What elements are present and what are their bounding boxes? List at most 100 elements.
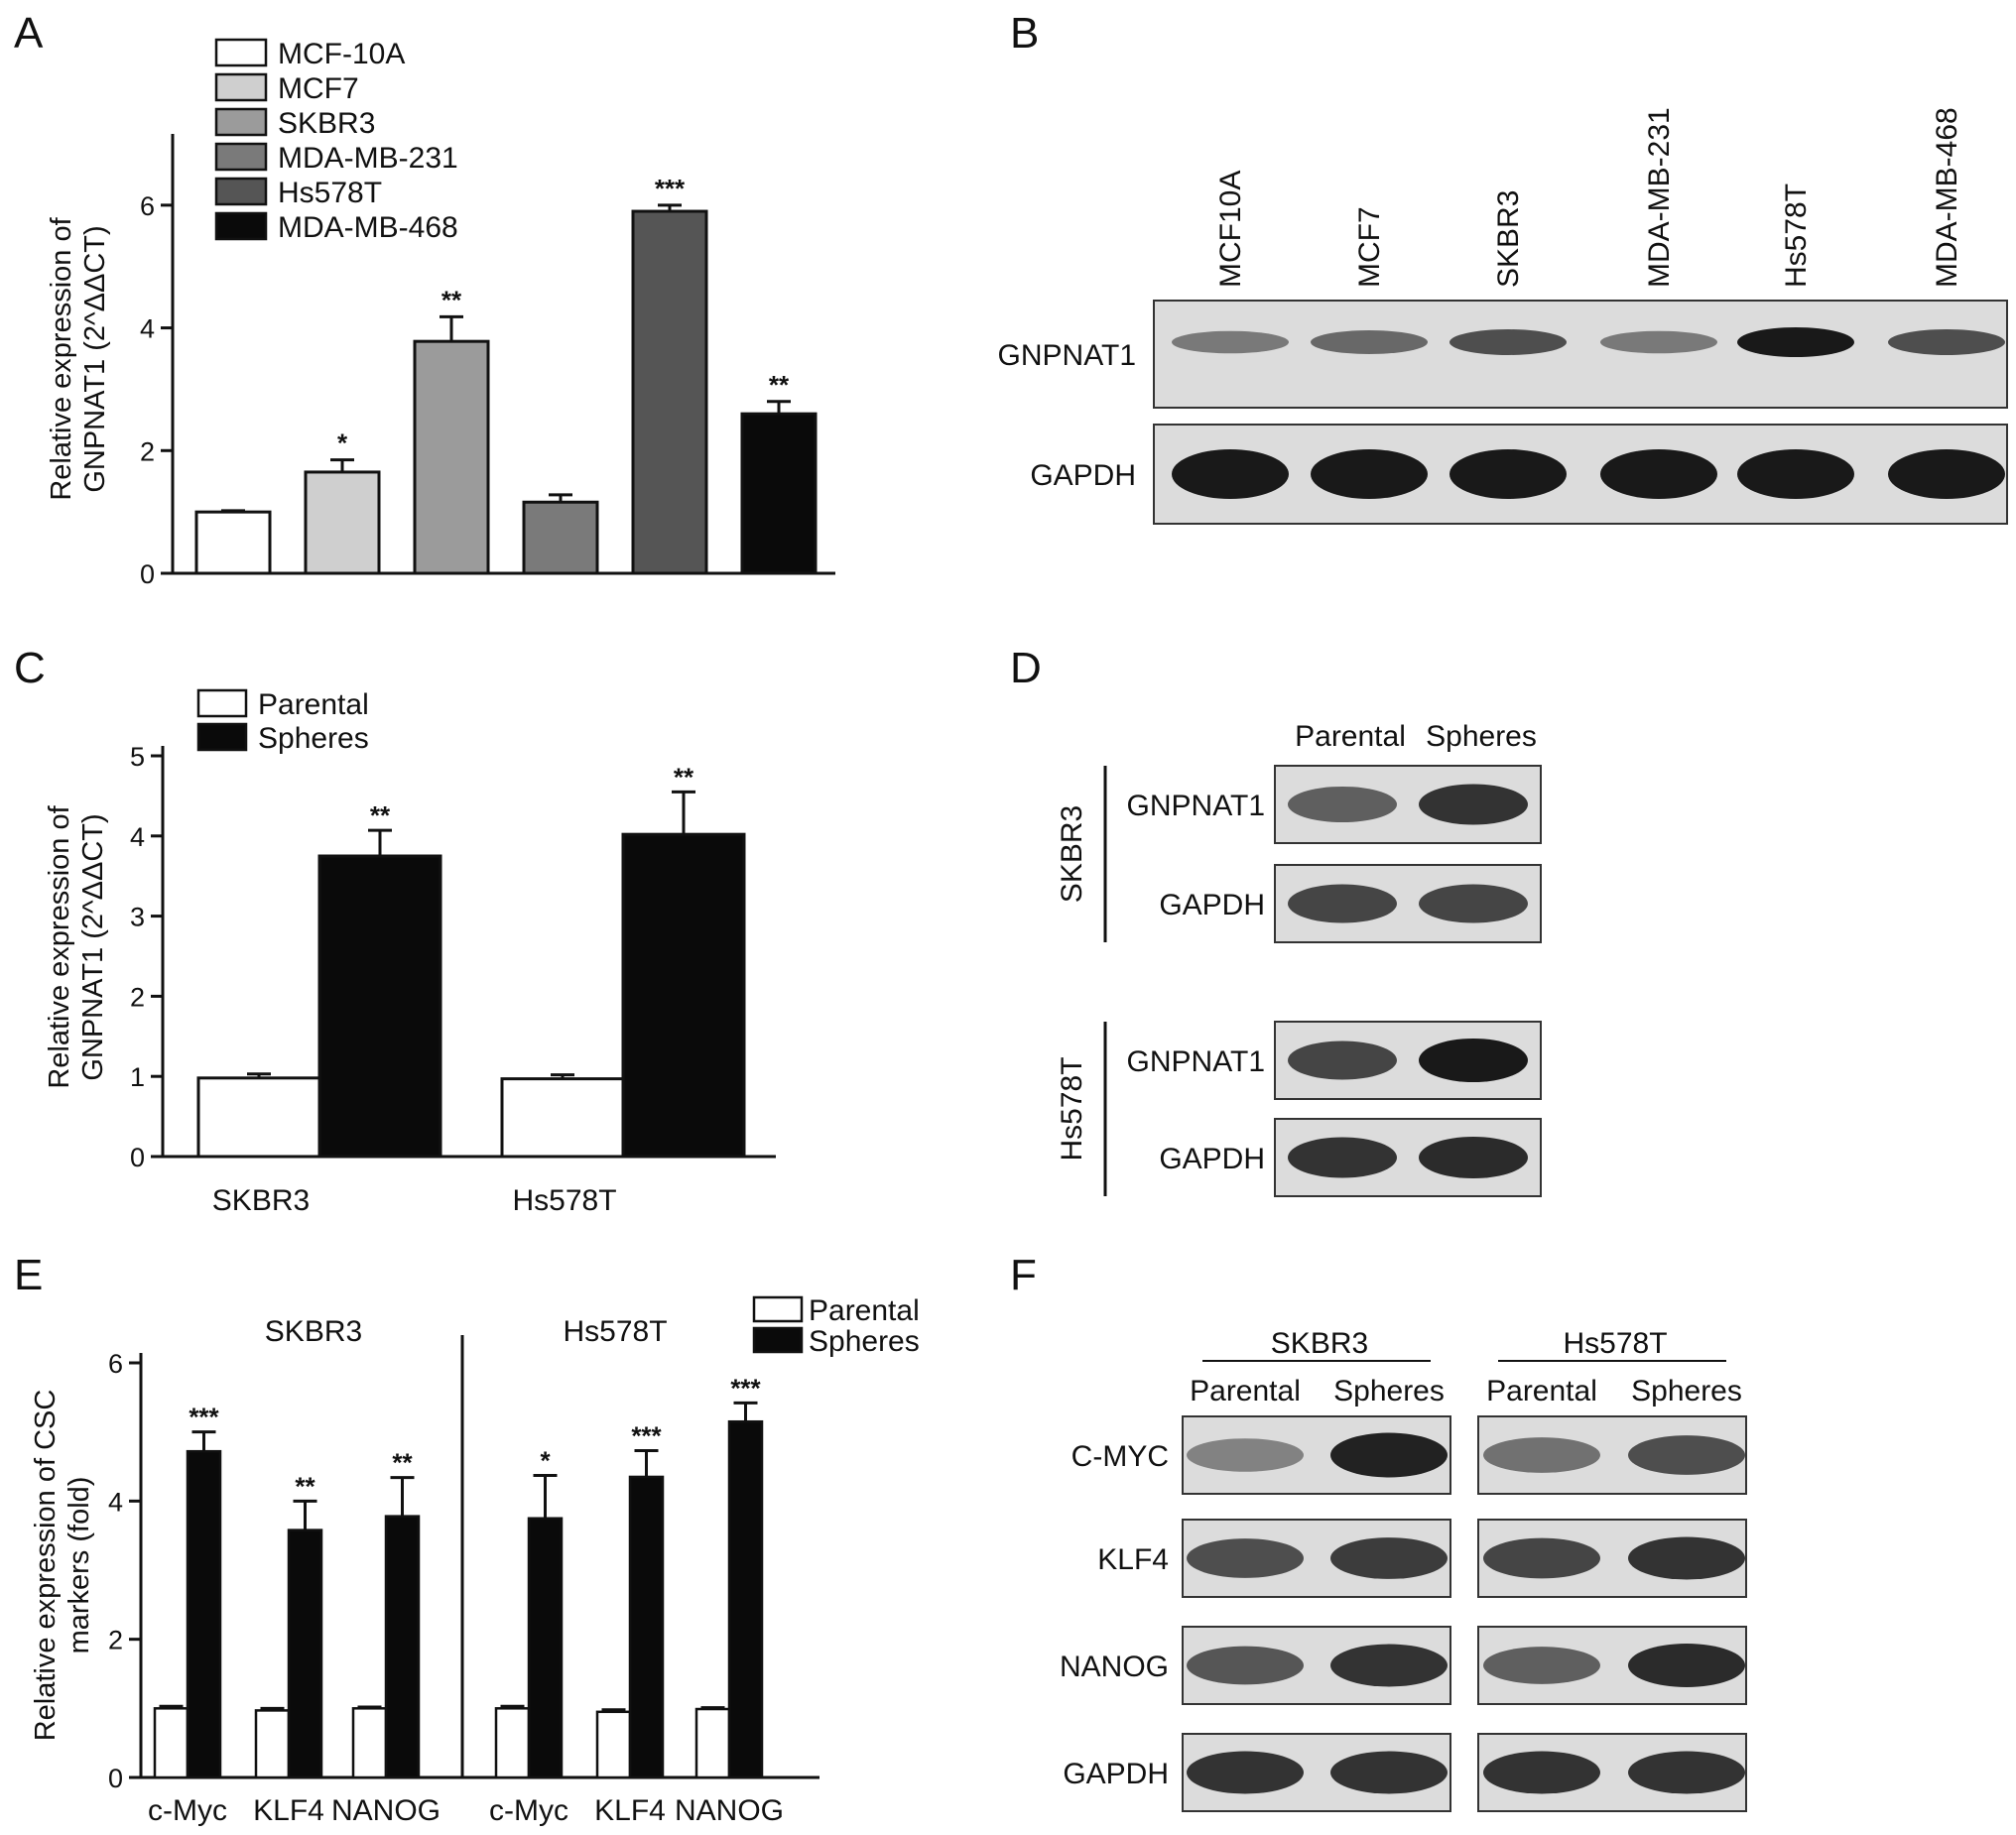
chartC-legend-swatch [196,722,248,752]
chartC-y-tick-label: 5 [130,742,145,772]
chartE-legend-swatch [752,1295,804,1323]
chartA-significance: * [337,428,348,458]
chartE-significance: * [540,1446,551,1476]
chartC-y-axis-title-line: Relative expression of [44,804,75,1088]
chartA-legend-label: MCF-10A [278,38,405,70]
chartA-legend-swatch [214,211,268,241]
blotD-band-GAPDH [1419,884,1528,923]
chartE-bar-Hs578T-KLF4-Parental [595,1710,632,1779]
chartE-y-axis-title-line: Relative expression of CSC [30,1390,62,1742]
blotF-band-GAPDH [1628,1751,1745,1794]
blotB-row-label: GNPNAT1 [998,339,1136,372]
chartE-bar-SKBR3-NANOG-Spheres [384,1515,421,1779]
blotB-band-GAPDH [1888,449,2005,499]
chartC-y-tick-label: 1 [130,1062,145,1092]
chartC-bar-Hs578T-Spheres [621,832,746,1159]
chartE-y-tick-label: 0 [108,1764,123,1793]
chartE-bar-Hs578T-c-Myc-Parental [494,1707,531,1779]
chartE-y-tick-label: 4 [108,1487,123,1517]
chartE-bar-SKBR3-c-Myc-Parental [153,1707,189,1779]
chartE-legend-label: Parental [809,1294,920,1327]
chartA-y-axis-title-line: GNPNAT1 (2^ΔΔCT) [79,225,111,492]
chartA-bar-MDA-MB-231 [522,500,599,575]
chartE-significance: *** [631,1420,662,1450]
chartE-bar-SKBR3-KLF4-Parental [254,1709,291,1779]
chartE-x-tick-label: c-Myc [489,1794,568,1827]
panel-letter-D: D [1010,644,1042,692]
blotF-lane-label: Parental [1486,1375,1597,1407]
chartA-y-axis-title: Relative expression of GNPNAT1 (2^ΔΔCT) [46,216,111,500]
chartA-legend-swatch [214,72,268,102]
blotF-band-NANOG [1483,1647,1600,1684]
chartE-group-title: SKBR3 [265,1315,362,1348]
chartA-significance: ** [441,285,462,314]
blotB-band-GAPDH [1311,449,1428,499]
chartE-bar-Hs578T-KLF4-Spheres [628,1475,665,1779]
chartE-x-tick-label: c-Myc [148,1794,227,1827]
blotD-band-GNPNAT1 [1288,786,1397,823]
chartE-bar-Hs578T-c-Myc-Spheres [527,1517,564,1779]
blotB-lane-label: MDA-MB-231 [1643,107,1676,288]
blotF-band-C-MYC [1483,1437,1600,1473]
blotD-group-label: SKBR3 [1056,805,1088,903]
panel-letter-E: E [14,1251,43,1299]
blotD-band-GNPNAT1 [1288,1040,1397,1080]
chartC-legend-label: Parental [258,688,369,721]
blotB-band-GNPNAT1 [1172,330,1289,354]
chartE-x-tick-label: NANOG [675,1794,784,1827]
chartA-y-tick-label: 6 [140,191,155,221]
blotD-band-GAPDH [1288,1137,1397,1178]
blotF-lane-label: Parental [1190,1375,1301,1407]
blotF-lane-label: Spheres [1631,1375,1742,1407]
chartA-legend-swatch [214,38,268,67]
blotF-band-KLF4 [1187,1538,1304,1578]
blotD-lane-label: Parental [1295,720,1406,753]
blotD-row-label: GNPNAT1 [1127,790,1265,822]
chartC-legend-swatch [196,688,248,718]
chartE-y-tick-label: 2 [108,1626,123,1655]
chartE-x-tick-label: NANOG [331,1794,441,1827]
chartA-bar-SKBR3 [413,339,490,575]
chartC-y-axis-title-line: GNPNAT1 (2^ΔΔCT) [77,813,109,1080]
chartA-legend-label: Hs578T [278,177,382,209]
chartE-bar-Hs578T-NANOG-Spheres [727,1419,764,1779]
blotF-row-label: GAPDH [1063,1758,1169,1790]
panel-letter-B: B [1010,9,1039,58]
blotF-band-GAPDH [1330,1751,1448,1794]
blotF-band-NANOG [1628,1644,1745,1687]
chartE-y-axis-title: Relative expression of CSC markers (fold) [30,1390,95,1742]
chartA-bar-MCF-10A [194,510,272,575]
chartC-significance: ** [674,762,694,792]
blotB-band-GNPNAT1 [1600,330,1717,354]
panel-letter-A: A [14,9,44,58]
blotB-lane-label: Hs578T [1780,184,1813,288]
chartA-significance: ** [769,370,790,400]
chartA-legend-label: SKBR3 [278,107,375,140]
blotD-band-GAPDH [1419,1136,1528,1179]
blotB-band-GAPDH [1737,449,1854,499]
blotD-row-label: GAPDH [1159,889,1265,921]
chartC-y-tick-label: 2 [130,982,145,1012]
chartA-legend-swatch [214,177,268,206]
chartA-bar-Hs578T [631,209,708,575]
chartC-y-tick-label: 4 [130,822,145,852]
chartA-legend-swatch [214,142,268,172]
blotD-row-label: GNPNAT1 [1127,1045,1265,1078]
chartE-x-tick-label: KLF4 [253,1794,324,1827]
chartC-significance: ** [370,800,391,830]
blotB-row-label: GAPDH [1030,459,1136,492]
panel-letter-C: C [14,644,46,692]
blotB-lane-label: MCF10A [1214,171,1247,288]
chartE-group-title: Hs578T [563,1315,667,1348]
blotF-group-label: Hs578T [1563,1327,1667,1360]
blotF-band-GAPDH [1187,1751,1304,1794]
chartA-y-axis-title-line: Relative expression of [46,216,77,500]
chartA-bar-MCF7 [304,470,381,575]
blotF-membrane-KLF4 [1182,1519,1451,1598]
blotB-band-GNPNAT1 [1888,329,2005,355]
panel-letter-F: F [1010,1251,1037,1299]
blotB-band-GNPNAT1 [1449,329,1567,355]
blotF-row-label: KLF4 [1097,1543,1169,1576]
blotB-lane-label: MDA-MB-468 [1931,107,1963,288]
